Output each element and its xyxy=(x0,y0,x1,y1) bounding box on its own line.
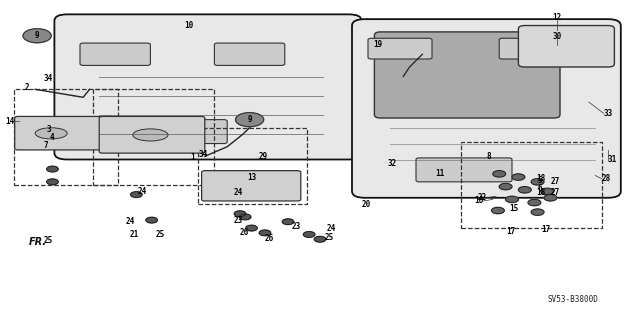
Circle shape xyxy=(492,207,504,214)
Circle shape xyxy=(541,188,554,195)
Text: 18: 18 xyxy=(536,174,545,183)
FancyBboxPatch shape xyxy=(134,120,227,144)
Circle shape xyxy=(23,29,51,43)
FancyBboxPatch shape xyxy=(416,158,512,182)
Text: FR.: FR. xyxy=(29,237,47,248)
FancyBboxPatch shape xyxy=(518,26,614,67)
Text: 27: 27 xyxy=(550,177,559,186)
Ellipse shape xyxy=(133,129,168,141)
FancyBboxPatch shape xyxy=(214,43,285,65)
Bar xyxy=(198,128,307,204)
FancyBboxPatch shape xyxy=(202,171,301,201)
FancyBboxPatch shape xyxy=(374,32,560,118)
Circle shape xyxy=(544,195,557,201)
Text: 15: 15 xyxy=(509,204,518,213)
Circle shape xyxy=(531,179,544,185)
FancyBboxPatch shape xyxy=(80,43,150,65)
Text: 23: 23 xyxy=(291,222,300,231)
Circle shape xyxy=(493,171,506,177)
Circle shape xyxy=(528,199,541,206)
Text: 14: 14 xyxy=(5,117,14,126)
Text: 3: 3 xyxy=(47,125,51,134)
Text: 23: 23 xyxy=(234,216,243,225)
FancyBboxPatch shape xyxy=(499,38,563,59)
Circle shape xyxy=(303,232,315,237)
Text: 4: 4 xyxy=(50,133,54,142)
Text: 26: 26 xyxy=(264,234,273,243)
Text: 10: 10 xyxy=(184,21,193,30)
Text: 16: 16 xyxy=(474,197,483,205)
FancyBboxPatch shape xyxy=(54,14,362,160)
Circle shape xyxy=(239,214,251,220)
FancyBboxPatch shape xyxy=(368,38,432,59)
Text: SV53-B3800D: SV53-B3800D xyxy=(548,295,598,304)
FancyBboxPatch shape xyxy=(15,116,114,150)
FancyBboxPatch shape xyxy=(352,19,621,198)
Text: 31: 31 xyxy=(608,155,617,164)
FancyBboxPatch shape xyxy=(99,116,205,153)
Circle shape xyxy=(518,187,531,193)
Circle shape xyxy=(506,196,518,203)
Text: 29: 29 xyxy=(259,152,268,161)
Text: 8: 8 xyxy=(486,152,491,161)
Text: 24: 24 xyxy=(234,189,243,197)
Bar xyxy=(14,89,118,185)
Circle shape xyxy=(47,166,58,172)
Circle shape xyxy=(314,236,326,242)
Circle shape xyxy=(499,183,512,190)
Text: 17: 17 xyxy=(506,227,515,236)
Text: 25: 25 xyxy=(44,236,53,245)
Text: 19: 19 xyxy=(373,40,382,49)
Text: 32: 32 xyxy=(387,159,396,168)
Circle shape xyxy=(246,225,257,231)
Bar xyxy=(461,142,602,228)
Text: 13: 13 xyxy=(247,173,256,182)
Text: 12: 12 xyxy=(552,13,561,22)
Text: 28: 28 xyxy=(602,174,611,183)
Text: 9: 9 xyxy=(247,115,252,124)
Text: 25: 25 xyxy=(325,233,334,242)
Text: 34: 34 xyxy=(44,74,52,83)
Circle shape xyxy=(531,209,544,215)
Ellipse shape xyxy=(35,128,67,139)
Text: 17: 17 xyxy=(541,225,550,234)
Text: 33: 33 xyxy=(604,109,612,118)
Text: 6: 6 xyxy=(538,184,542,193)
Text: 20: 20 xyxy=(362,200,371,209)
Text: 21: 21 xyxy=(130,230,139,239)
Text: 25: 25 xyxy=(156,230,164,239)
Circle shape xyxy=(146,217,157,223)
Text: 1: 1 xyxy=(191,153,195,162)
Text: 24: 24 xyxy=(125,217,134,226)
Text: 9: 9 xyxy=(35,31,40,40)
Circle shape xyxy=(282,219,294,225)
Text: 2: 2 xyxy=(24,83,29,92)
Text: 7: 7 xyxy=(44,141,48,150)
Circle shape xyxy=(47,179,58,185)
Bar xyxy=(93,89,214,185)
Text: 5: 5 xyxy=(538,176,542,185)
Text: 24: 24 xyxy=(138,187,147,196)
Text: 34: 34 xyxy=(198,150,207,159)
Text: 18: 18 xyxy=(536,189,545,197)
Text: 11: 11 xyxy=(435,169,444,178)
Circle shape xyxy=(236,113,264,127)
Circle shape xyxy=(131,192,142,197)
Text: 24: 24 xyxy=(326,224,335,233)
Text: 27: 27 xyxy=(550,189,559,197)
Text: 22: 22 xyxy=(477,193,486,202)
Text: 26: 26 xyxy=(240,228,249,237)
Circle shape xyxy=(234,211,246,217)
Text: 30: 30 xyxy=(552,32,561,41)
Circle shape xyxy=(259,230,271,236)
Circle shape xyxy=(512,174,525,180)
